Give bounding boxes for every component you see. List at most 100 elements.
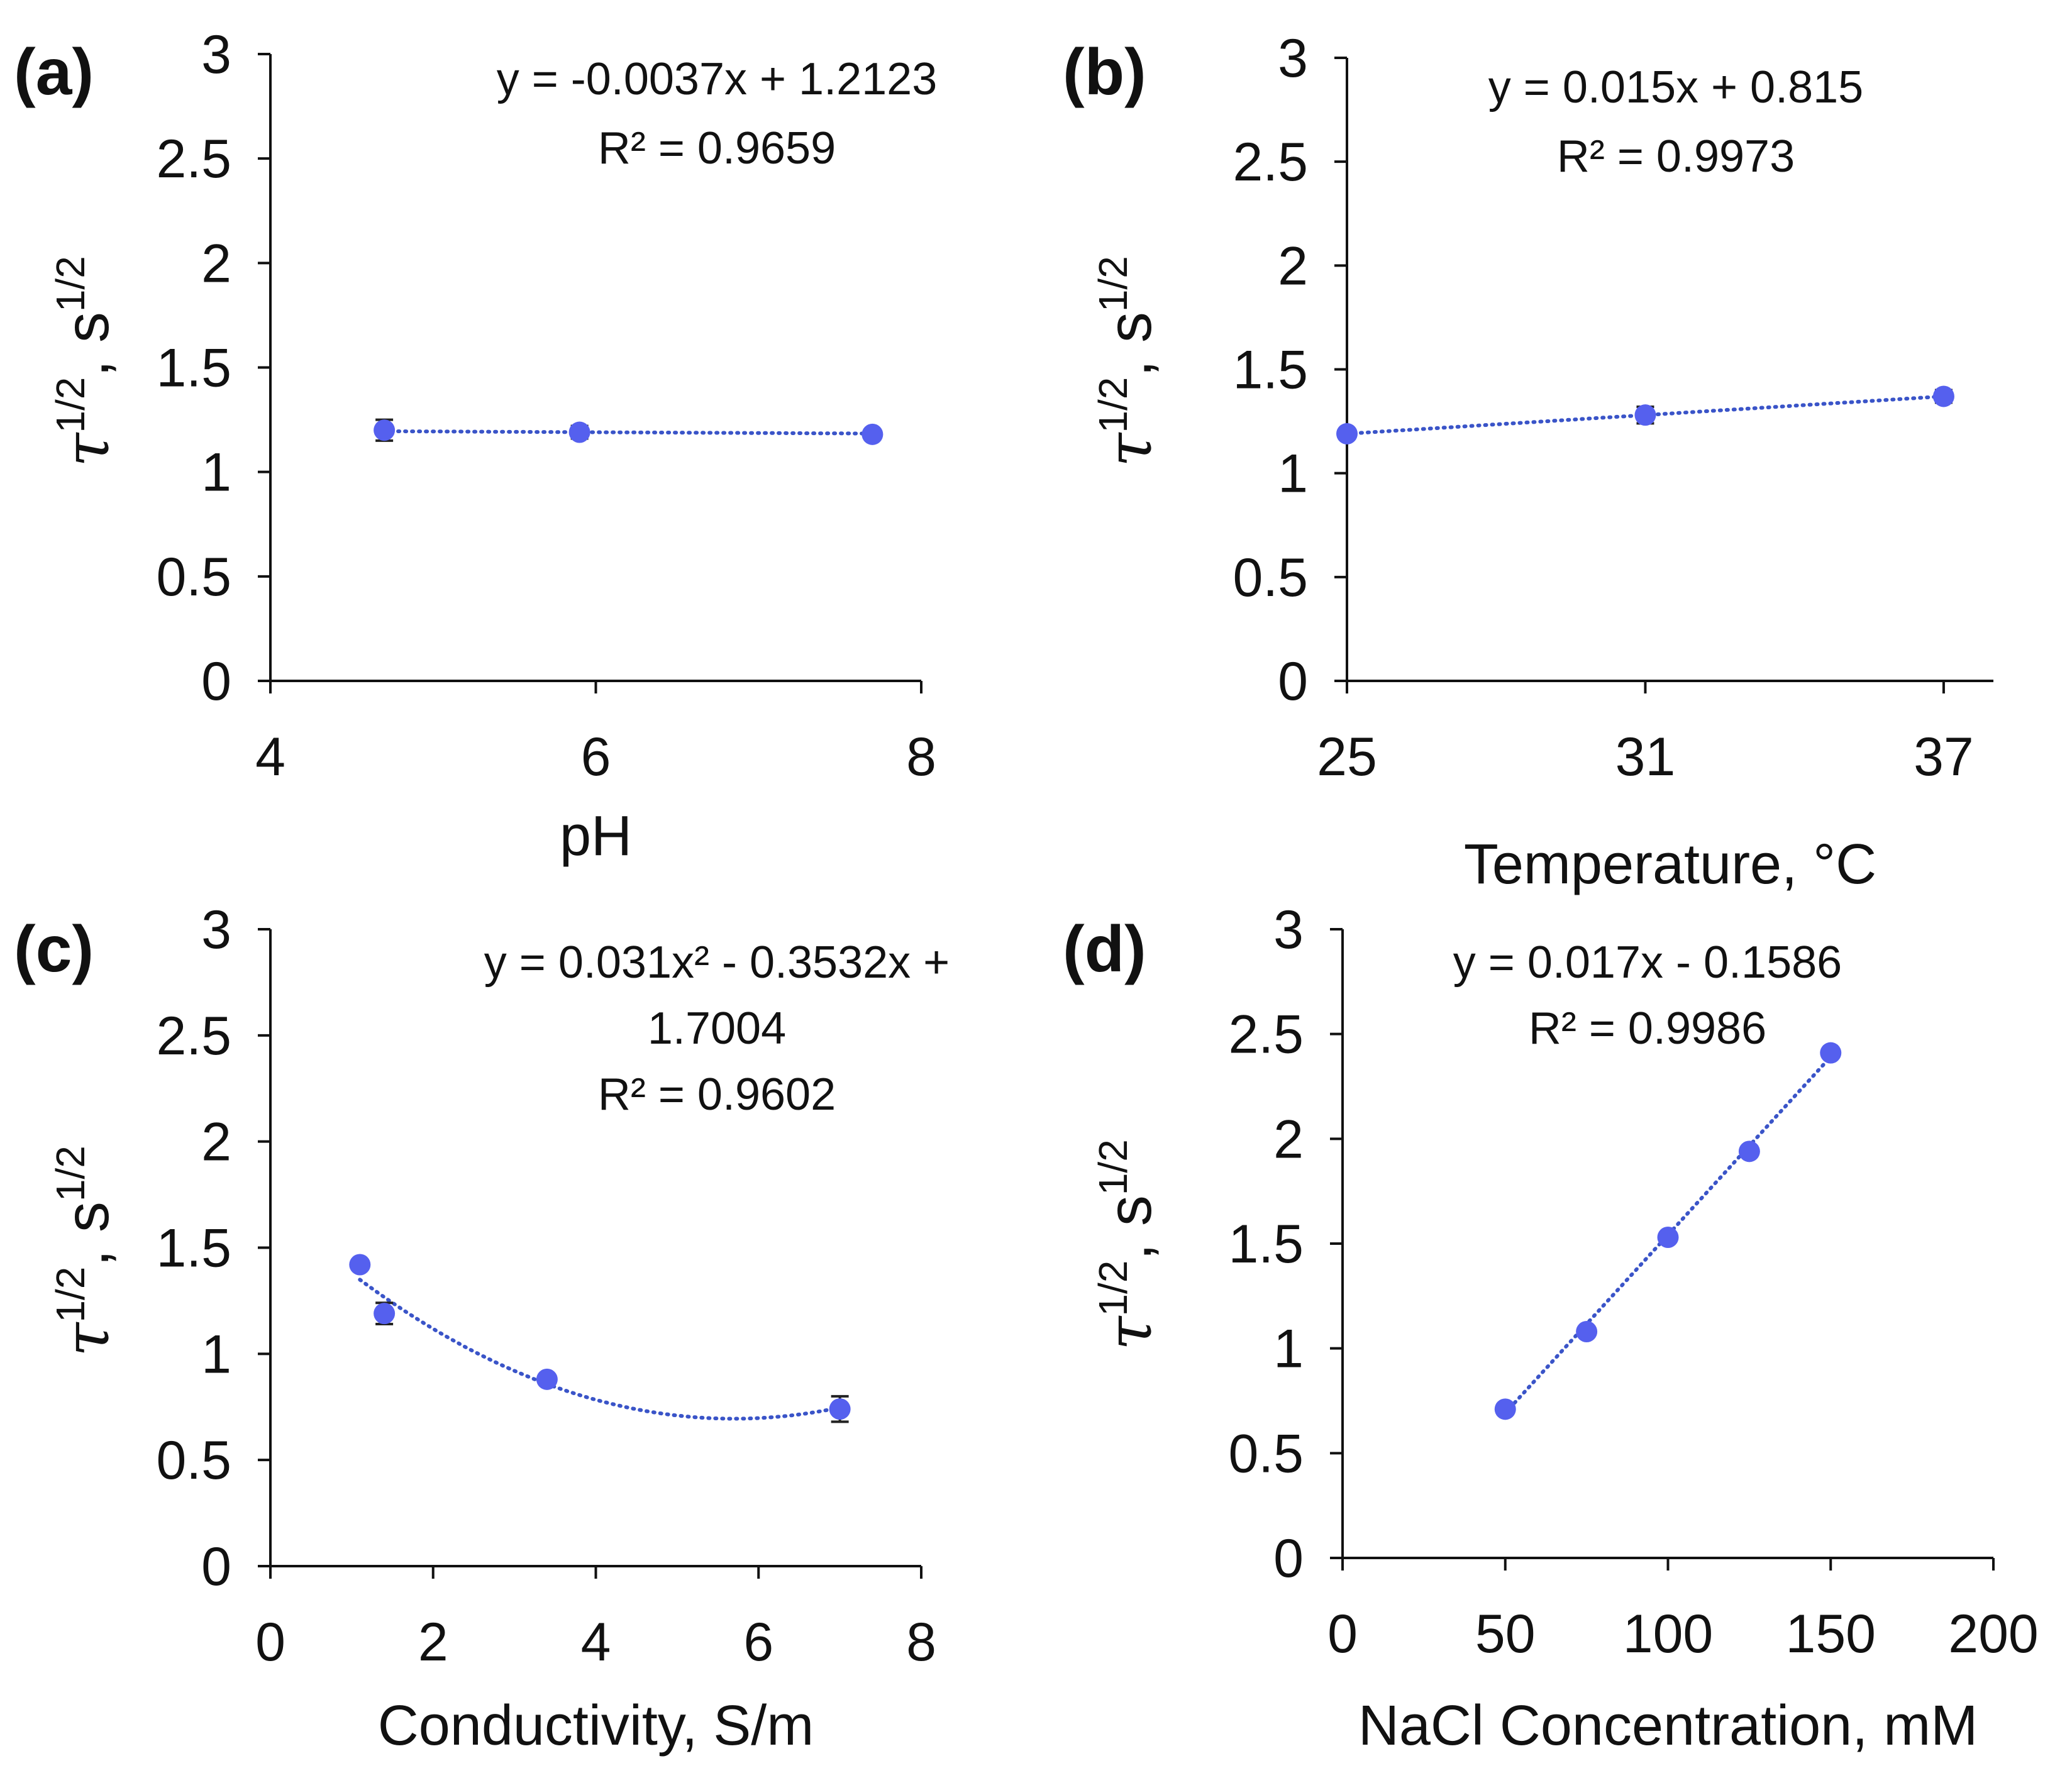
data-point: [861, 423, 884, 445]
y-axis-unit-sup: 1/2: [1090, 1139, 1136, 1195]
y-axis-symbol-sup: 1/2: [48, 377, 93, 433]
data-point: [374, 419, 396, 441]
data-point: [568, 421, 590, 443]
y-tick-label: 2: [1278, 236, 1308, 296]
equation-line: y = 0.031x² - 0.3532x +: [484, 937, 950, 988]
x-tick-label: 4: [581, 1612, 611, 1672]
y-tick-label: 3: [1278, 28, 1308, 89]
y-tick-label: 1: [1278, 444, 1308, 504]
y-axis-unit-sup: 1/2: [1090, 256, 1136, 312]
data-point: [1932, 385, 1954, 407]
y-axis-symbol: τ: [1094, 1315, 1166, 1350]
panel-label: (c): [14, 913, 94, 986]
y-tick-label: 2.5: [156, 1006, 231, 1066]
data-point: [1634, 404, 1656, 426]
y-axis-symbol: τ: [52, 1322, 123, 1357]
y-tick-label: 0: [1273, 1528, 1304, 1589]
x-tick-label: 37: [1914, 727, 1974, 787]
y-tick-label: 1.5: [1233, 340, 1308, 400]
y-tick-label: 2.5: [1228, 1005, 1304, 1065]
y-tick-label: 3: [201, 25, 231, 85]
x-tick-label: 6: [743, 1612, 773, 1672]
x-tick-label: 0: [1327, 1604, 1358, 1664]
x-axis-title: Conductivity, S/m: [378, 1694, 814, 1757]
y-axis-unit-sup: 1/2: [48, 256, 93, 312]
data-point: [829, 1398, 851, 1420]
y-axis-unit-sup: 1/2: [48, 1146, 93, 1201]
y-axis-title: τ1/2, s1/2: [48, 1146, 123, 1357]
y-tick-label: 0.5: [1228, 1423, 1304, 1484]
data-point: [1820, 1042, 1842, 1064]
y-tick-label: 2: [1273, 1109, 1304, 1169]
y-tick-label: 2: [201, 233, 231, 294]
data-point: [536, 1368, 558, 1390]
y-tick-label: 0.5: [1233, 548, 1308, 608]
panel-label: (a): [14, 36, 94, 109]
y-axis-title: τ1/2, s1/2: [1090, 1139, 1166, 1350]
x-tick-label: 8: [906, 727, 936, 787]
equation-line: y = -0.0037x + 1.2123: [497, 54, 938, 104]
y-axis-unit: , s: [52, 312, 121, 377]
equation-line: y = 0.017x - 0.1586: [1453, 937, 1842, 988]
y-axis-title: τ1/2, s1/2: [48, 256, 123, 467]
panel-label: (b): [1063, 36, 1146, 109]
data-point: [349, 1254, 371, 1276]
y-tick-label: 2.5: [1233, 132, 1308, 192]
trendline: [382, 429, 875, 436]
equation-line: R² = 0.9986: [1529, 1003, 1766, 1054]
y-tick-label: 0.5: [156, 547, 231, 607]
data-point: [374, 1303, 396, 1325]
equation-line: 1.7004: [648, 1003, 786, 1054]
x-tick-label: 6: [581, 727, 611, 787]
x-tick-label: 8: [906, 1612, 936, 1672]
y-tick-label: 0.5: [156, 1430, 231, 1491]
y-tick-label: 1.5: [156, 1218, 231, 1279]
x-tick-label: 100: [1623, 1604, 1714, 1664]
x-axis-title: NaCl Concentration, mM: [1358, 1694, 1978, 1757]
y-tick-label: 0: [1278, 651, 1308, 712]
x-tick-label: 4: [255, 727, 285, 787]
equation-line: y = 0.015x + 0.815: [1488, 62, 1863, 113]
y-axis-symbol: τ: [52, 432, 123, 467]
y-tick-label: 1.5: [1228, 1214, 1304, 1274]
y-tick-label: 3: [201, 900, 231, 960]
y-tick-label: 2: [201, 1112, 231, 1173]
x-tick-label: 2: [418, 1612, 448, 1672]
y-axis-title: τ1/2, s1/2: [1090, 256, 1166, 467]
y-axis-unit: , s: [52, 1201, 121, 1266]
panel-label: (d): [1063, 913, 1146, 986]
y-tick-label: 1.5: [156, 338, 231, 399]
x-tick-label: 50: [1475, 1604, 1536, 1664]
trendline: [358, 1278, 842, 1421]
x-axis-title: pH: [560, 805, 632, 868]
y-axis-symbol: τ: [1094, 432, 1166, 467]
equation-line: R² = 0.9973: [1557, 131, 1795, 182]
y-tick-label: 3: [1273, 900, 1304, 960]
equation-line: R² = 0.9659: [598, 123, 836, 174]
data-point: [1494, 1398, 1516, 1420]
y-axis-symbol-sup: 1/2: [1090, 377, 1136, 433]
data-point: [1576, 1321, 1598, 1342]
data-point: [1336, 422, 1358, 444]
y-tick-label: 0: [201, 1537, 231, 1597]
equation-line: R² = 0.9602: [598, 1069, 836, 1120]
x-tick-label: 31: [1615, 727, 1676, 787]
y-tick-label: 1: [201, 1324, 231, 1384]
y-axis-unit: , s: [1095, 1195, 1164, 1260]
data-point: [1657, 1227, 1679, 1248]
y-tick-label: 1: [201, 443, 231, 503]
x-tick-label: 0: [255, 1612, 285, 1672]
x-tick-label: 200: [1948, 1604, 2039, 1664]
y-axis-unit: , s: [1095, 312, 1164, 377]
x-tick-label: 150: [1786, 1604, 1876, 1664]
x-axis-title: Temperature, °C: [1464, 833, 1876, 896]
chart-panel-d: 0 0.5 1 1.5 2 2.5 3 0 50 100 150 200 NaCl Concentrat…: [1063, 900, 2039, 1757]
y-axis-symbol-sup: 1/2: [1090, 1261, 1136, 1317]
y-tick-label: 2.5: [156, 129, 231, 189]
data-point: [1738, 1140, 1760, 1162]
y-axis-symbol-sup: 1/2: [48, 1267, 93, 1323]
